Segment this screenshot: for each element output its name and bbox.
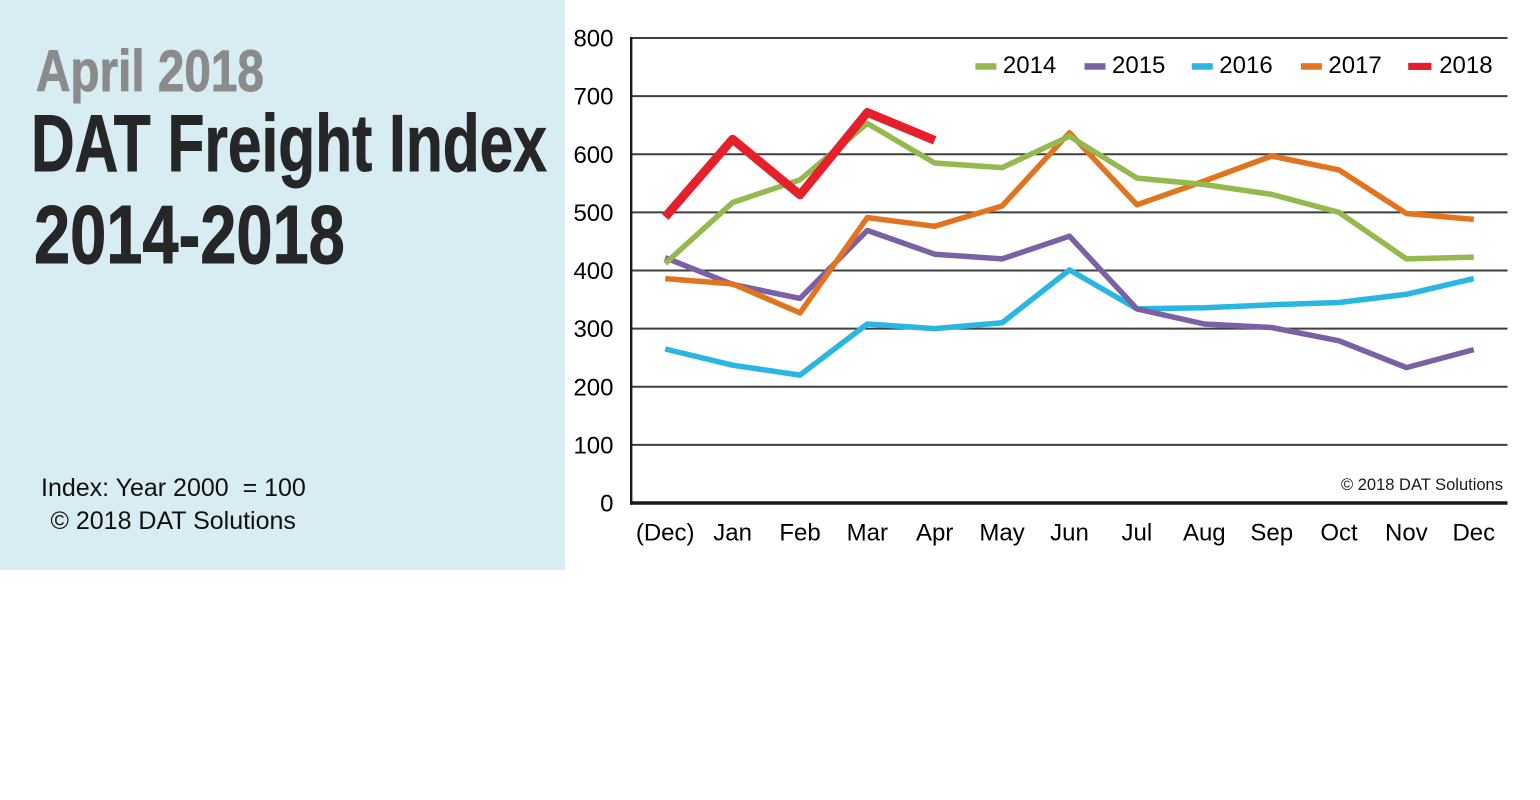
svg-text:Jan: Jan	[713, 520, 752, 547]
svg-text:2015: 2015	[1112, 52, 1165, 79]
svg-text:Oct: Oct	[1320, 520, 1358, 547]
svg-text:Dec: Dec	[1452, 520, 1495, 547]
svg-text:300: 300	[573, 316, 613, 343]
svg-text:Mar: Mar	[847, 520, 888, 547]
svg-text:500: 500	[573, 200, 613, 227]
svg-text:Jun: Jun	[1050, 520, 1089, 547]
svg-text:2016: 2016	[1219, 52, 1272, 79]
svg-text:Apr: Apr	[916, 520, 953, 547]
svg-text:0: 0	[600, 491, 613, 518]
svg-text:(Dec): (Dec)	[636, 520, 695, 547]
svg-text:600: 600	[573, 142, 613, 169]
svg-text:© 2018 DAT Solutions: © 2018 DAT Solutions	[1341, 476, 1503, 494]
svg-text:Jul: Jul	[1122, 520, 1153, 547]
svg-text:400: 400	[573, 258, 613, 285]
svg-text:May: May	[979, 520, 1024, 547]
svg-text:Sep: Sep	[1250, 520, 1293, 547]
svg-text:2014: 2014	[1003, 52, 1056, 79]
svg-text:200: 200	[573, 374, 613, 401]
svg-text:Feb: Feb	[779, 520, 820, 547]
svg-text:700: 700	[573, 84, 613, 111]
svg-text:2018: 2018	[1439, 52, 1492, 79]
svg-text:800: 800	[573, 26, 613, 53]
svg-text:Nov: Nov	[1385, 520, 1428, 547]
svg-text:100: 100	[573, 433, 613, 460]
svg-text:2017: 2017	[1328, 52, 1381, 79]
svg-text:Aug: Aug	[1183, 520, 1226, 547]
